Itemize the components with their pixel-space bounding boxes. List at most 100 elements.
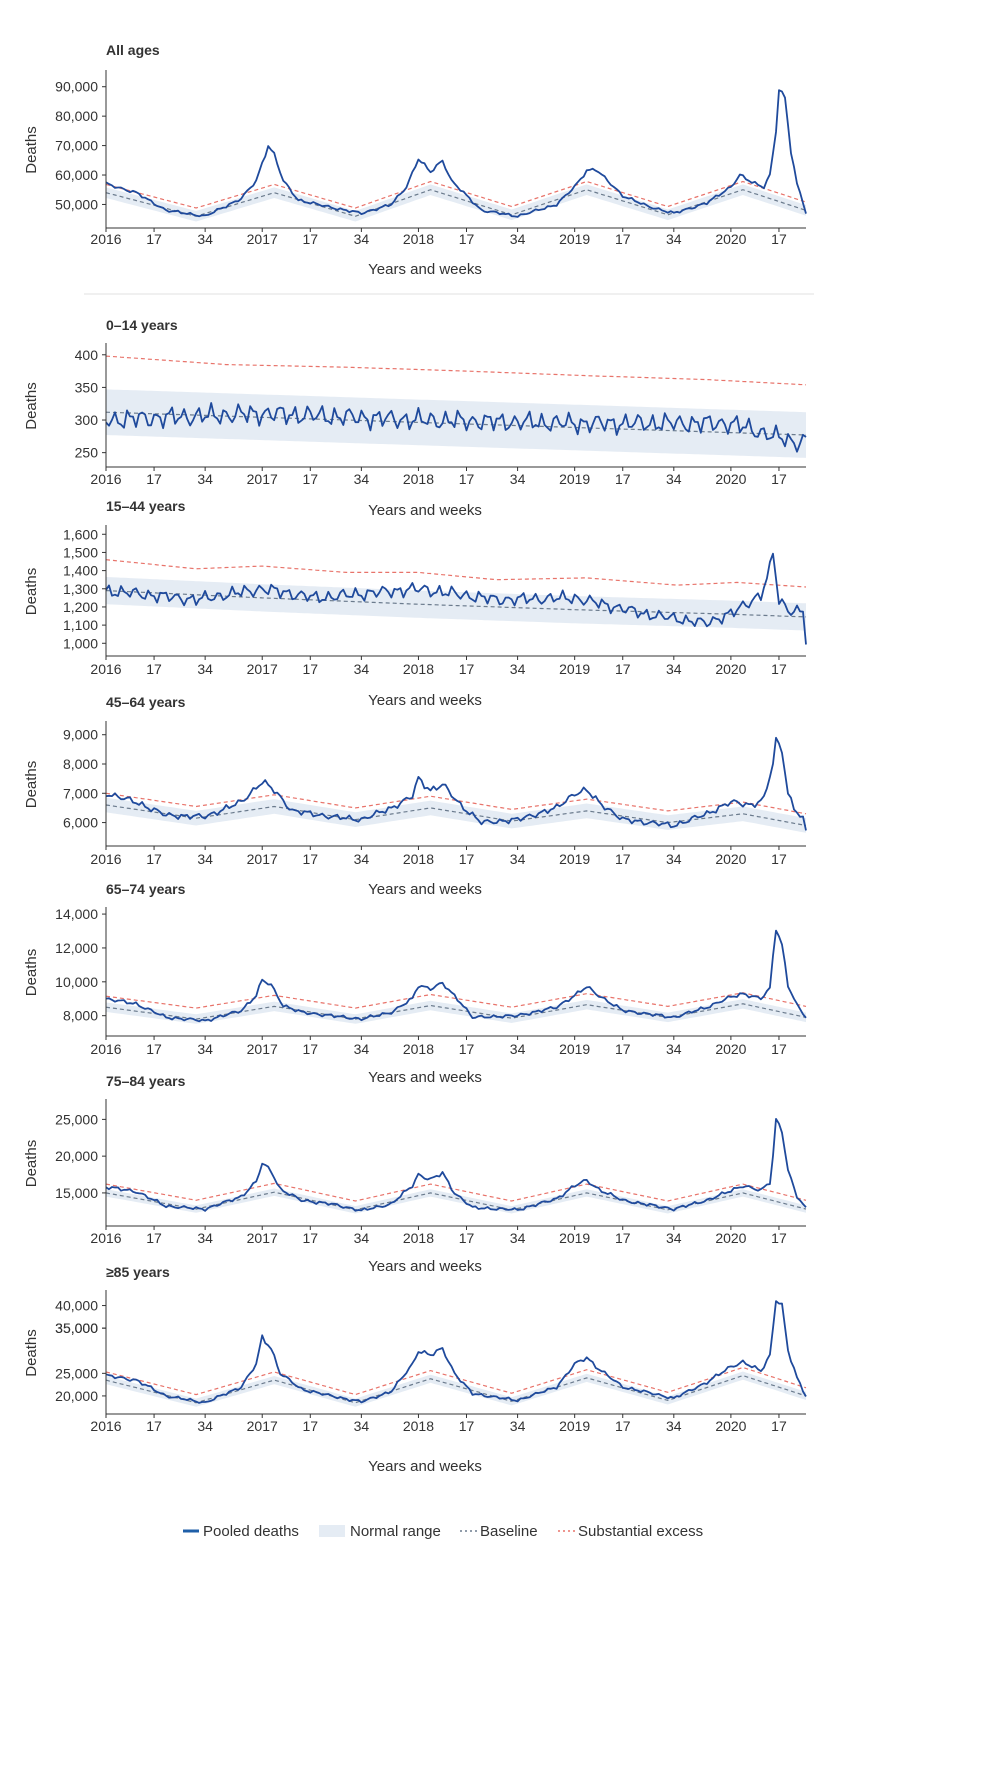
x-tick-label: 17 <box>303 1230 319 1246</box>
x-tick-label: 2020 <box>715 1418 746 1434</box>
y-tick-label: 1,600 <box>63 526 98 542</box>
x-tick-label: 34 <box>510 661 526 677</box>
y-tick-label: 1,000 <box>63 635 98 651</box>
x-tick-label: 17 <box>146 471 162 487</box>
y-tick-label: 8,000 <box>63 756 98 772</box>
panel-4: 65–74 years Deaths 8,000 10,000 12,000 14,000… <box>23 881 807 1086</box>
x-tick-label: 2020 <box>715 661 746 677</box>
y-tick-label: 60,000 <box>55 167 98 183</box>
x-tick-label: 17 <box>146 661 162 677</box>
x-tick-label: 17 <box>303 851 319 867</box>
legend-swatch <box>319 1525 345 1537</box>
x-tick-label: 2017 <box>247 661 278 677</box>
x-tick-label: 34 <box>666 1041 682 1057</box>
x-tick-label: 34 <box>666 851 682 867</box>
substantial-excess-line <box>105 1366 807 1396</box>
y-tick-label: 400 <box>75 347 99 363</box>
x-tick-label: 17 <box>771 1041 787 1057</box>
panel-6: ≥85 yearsDeaths20,00025,00035,00035,0004… <box>23 1264 807 1475</box>
x-tick-label: 34 <box>354 1041 370 1057</box>
x-tick-label: 34 <box>197 1041 213 1057</box>
y-axis-label: Deaths <box>23 1140 40 1188</box>
y-tick-label: 50,000 <box>55 196 98 212</box>
x-tick-label: 2016 <box>90 1041 121 1057</box>
x-tick-label: 2017 <box>247 1230 278 1246</box>
y-tick-label: 70,000 <box>55 138 98 154</box>
baseline-line <box>105 590 807 618</box>
x-tick-label: 2018 <box>403 1230 434 1246</box>
x-tick-label: 17 <box>459 851 475 867</box>
x-tick-label: 17 <box>615 1041 631 1057</box>
x-tick-label: 34 <box>510 231 526 247</box>
x-tick-label: 2018 <box>403 1418 434 1434</box>
y-tick-label: 1,100 <box>63 617 98 633</box>
x-tick-label: 17 <box>459 1041 475 1057</box>
pooled-deaths-line <box>105 89 807 218</box>
x-tick-label: 17 <box>615 1418 631 1434</box>
panel-title: 75–84 years <box>106 1073 186 1089</box>
x-tick-label: 2016 <box>90 1230 121 1246</box>
x-tick-label: 17 <box>615 851 631 867</box>
x-tick-label: 34 <box>197 851 213 867</box>
y-tick-label: 1,500 <box>63 544 98 560</box>
x-tick-label: 2018 <box>403 231 434 247</box>
x-tick-label: 17 <box>615 1230 631 1246</box>
y-tick-label: 6,000 <box>63 815 98 831</box>
x-tick-label: 2020 <box>715 1230 746 1246</box>
x-tick-label: 2020 <box>715 1041 746 1057</box>
x-tick-label: 17 <box>303 231 319 247</box>
panel-1: 0–14 years Deaths 250 300 350 400 2016 17 34 2017… <box>23 317 807 519</box>
y-tick-label: 35,000 <box>55 1320 98 1336</box>
y-tick-label: 20,000 <box>55 1148 98 1164</box>
x-tick-label: 34 <box>197 1418 213 1434</box>
legend-item: Baseline <box>460 1523 538 1540</box>
x-axis-label: Years and weeks <box>368 1069 482 1086</box>
x-tick-label: 17 <box>771 231 787 247</box>
x-tick-label: 2019 <box>559 1418 590 1434</box>
y-tick-label: 7,000 <box>63 785 98 801</box>
x-tick-label: 17 <box>459 1418 475 1434</box>
x-tick-label: 34 <box>666 1230 682 1246</box>
x-tick-label: 2020 <box>715 471 746 487</box>
x-tick-label: 2016 <box>90 231 121 247</box>
y-tick-label: 250 <box>75 445 99 461</box>
panel-2: 15–44 years Deaths 1,000 1,100 1,200 1,300 1,4… <box>23 498 807 709</box>
x-axis-label: Years and weeks <box>368 692 482 709</box>
x-tick-label: 2016 <box>90 471 121 487</box>
x-tick-label: 17 <box>615 661 631 677</box>
x-tick-label: 17 <box>303 661 319 677</box>
pooled-deaths-line <box>105 1118 807 1212</box>
x-tick-label: 34 <box>354 471 370 487</box>
panel-title: 0–14 years <box>106 317 178 333</box>
panel-title: 15–44 years <box>106 498 186 514</box>
y-tick-label: 40,000 <box>55 1298 98 1314</box>
x-tick-label: 17 <box>303 471 319 487</box>
x-tick-label: 17 <box>615 231 631 247</box>
normal-range-band <box>106 577 806 631</box>
legend-label: Normal range <box>350 1523 441 1540</box>
x-tick-label: 2018 <box>403 471 434 487</box>
pooled-deaths-line <box>105 1300 807 1404</box>
x-tick-label: 17 <box>303 1041 319 1057</box>
x-tick-label: 2019 <box>559 661 590 677</box>
pooled-deaths-line <box>105 552 807 645</box>
x-tick-label: 17 <box>771 471 787 487</box>
x-tick-label: 17 <box>459 471 475 487</box>
x-tick-label: 17 <box>303 1418 319 1434</box>
normal-range-band <box>106 1371 806 1407</box>
y-axis-label: Deaths <box>23 382 40 430</box>
x-tick-label: 17 <box>771 661 787 677</box>
x-tick-label: 34 <box>354 661 370 677</box>
pooled-deaths-line <box>105 929 807 1023</box>
substantial-excess-line <box>105 559 807 588</box>
y-tick-label: 20,000 <box>55 1388 98 1404</box>
x-tick-label: 34 <box>354 1418 370 1434</box>
y-tick-label: 350 <box>75 379 99 395</box>
y-tick-label: 300 <box>75 412 99 428</box>
x-tick-label: 17 <box>146 851 162 867</box>
x-tick-label: 34 <box>197 661 213 677</box>
substantial-excess-line <box>105 992 807 1009</box>
y-axis-label: Deaths <box>23 949 40 997</box>
